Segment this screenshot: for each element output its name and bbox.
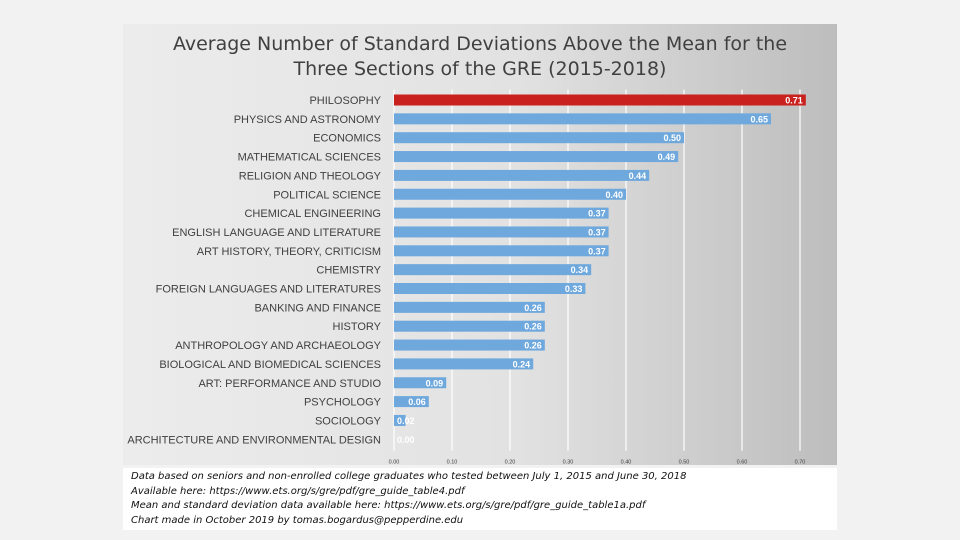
data-label: 0.09: [426, 378, 444, 388]
x-tick-label: 0.60: [737, 460, 748, 465]
bar: [394, 94, 806, 106]
data-label: 0.33: [565, 284, 583, 294]
category-label: ANTHROPOLOGY AND ARCHAEOLOGY: [175, 340, 381, 352]
x-tick-label: 0.40: [621, 460, 632, 465]
bar: [394, 226, 609, 238]
x-tick-label: 0.00: [389, 460, 400, 465]
category-label: SOCIOLOGY: [315, 415, 382, 427]
data-label: 0.37: [588, 246, 606, 256]
data-label: 0.06: [408, 397, 426, 407]
data-label: 0.37: [588, 227, 606, 237]
x-tick-label: 0.30: [563, 460, 574, 465]
x-tick-label: 0.20: [505, 460, 516, 465]
bar: [394, 151, 679, 163]
data-label: 0.26: [524, 303, 542, 313]
chart-title-line-2: Three Sections of the GRE (2015-2018): [293, 58, 667, 80]
category-label: ENGLISH LANGUAGE AND LITERATURE: [172, 227, 381, 239]
category-label: PSYCHOLOGY: [304, 397, 382, 409]
data-label: 0.65: [750, 114, 768, 124]
category-label: ART HISTORY, THEORY, CRITICISM: [197, 246, 381, 258]
x-tick-label: 0.50: [679, 460, 690, 465]
chart-title: Average Number of Standard Deviations Ab…: [123, 32, 837, 82]
category-label: POLITICAL SCIENCE: [273, 189, 381, 201]
bar: [394, 264, 592, 276]
category-label: ECONOMICS: [313, 133, 381, 145]
data-label: 0.00: [397, 435, 415, 445]
chart-panel: Average Number of Standard Deviations Ab…: [123, 24, 837, 465]
bar: [394, 358, 534, 370]
bar: [394, 245, 609, 257]
bar: [394, 414, 406, 426]
bar: [394, 377, 447, 389]
data-label: 0.26: [524, 322, 542, 332]
bar: [394, 320, 545, 332]
data-label: 0.49: [658, 152, 676, 162]
x-tick-label: 0.70: [795, 460, 806, 465]
category-label: HISTORY: [333, 321, 382, 333]
category-label: BANKING AND FINANCE: [254, 302, 381, 314]
category-label: CHEMICAL ENGINEERING: [244, 208, 381, 220]
bar: [394, 207, 609, 219]
data-label: 0.50: [663, 133, 681, 143]
data-label: 0.34: [571, 265, 589, 275]
bar: [394, 301, 545, 313]
category-label: ARCHITECTURE AND ENVIRONMENTAL DESIGN: [127, 434, 381, 446]
category-label: PHILOSOPHY: [309, 95, 381, 107]
data-label: 0.26: [524, 341, 542, 351]
bar: [394, 113, 771, 125]
data-label: 0.24: [513, 359, 531, 369]
data-label: 0.40: [605, 190, 623, 200]
category-label: BIOLOGICAL AND BIOMEDICAL SCIENCES: [159, 359, 381, 371]
footer-note-author: Chart made in October 2019 by tomas.boga…: [131, 514, 464, 526]
data-label: 0.02: [397, 416, 415, 426]
bar: [394, 169, 650, 181]
category-label: PHYSICS AND ASTRONOMY: [234, 114, 382, 126]
data-label: 0.44: [629, 171, 647, 181]
data-label: 0.37: [588, 209, 606, 219]
bar: [394, 339, 545, 351]
data-label: 0.71: [785, 96, 803, 106]
footer-note-data-source: Data based on seniors and non-enrolled c…: [131, 471, 687, 482]
bar: [394, 132, 684, 144]
footer-note-table1a-link: Mean and standard deviation data availab…: [131, 500, 646, 511]
footer-notes: Data based on seniors and non-enrolled c…: [123, 468, 837, 530]
category-label: FOREIGN LANGUAGES AND LITERATURES: [156, 284, 381, 296]
bar: [394, 283, 586, 294]
chart-title-line-1: Average Number of Standard Deviations Ab…: [172, 33, 788, 55]
x-tick-label: 0.10: [447, 460, 458, 465]
category-label: ART: PERFORMANCE AND STUDIO: [198, 378, 381, 390]
category-label: CHEMISTRY: [316, 265, 381, 277]
bar: [394, 396, 429, 408]
category-label: MATHEMATICAL SCIENCES: [238, 152, 381, 164]
bar-chart: 0.00 0.10 0.20 0.30 0.40 0.50 0.60 0.70 PHILOSOP…: [127, 89, 806, 465]
category-label: RELIGION AND THEOLOGY: [239, 170, 382, 182]
bar: [394, 188, 626, 200]
footer-note-table4-link: Available here: https://www.ets.org/s/gr…: [131, 485, 465, 497]
